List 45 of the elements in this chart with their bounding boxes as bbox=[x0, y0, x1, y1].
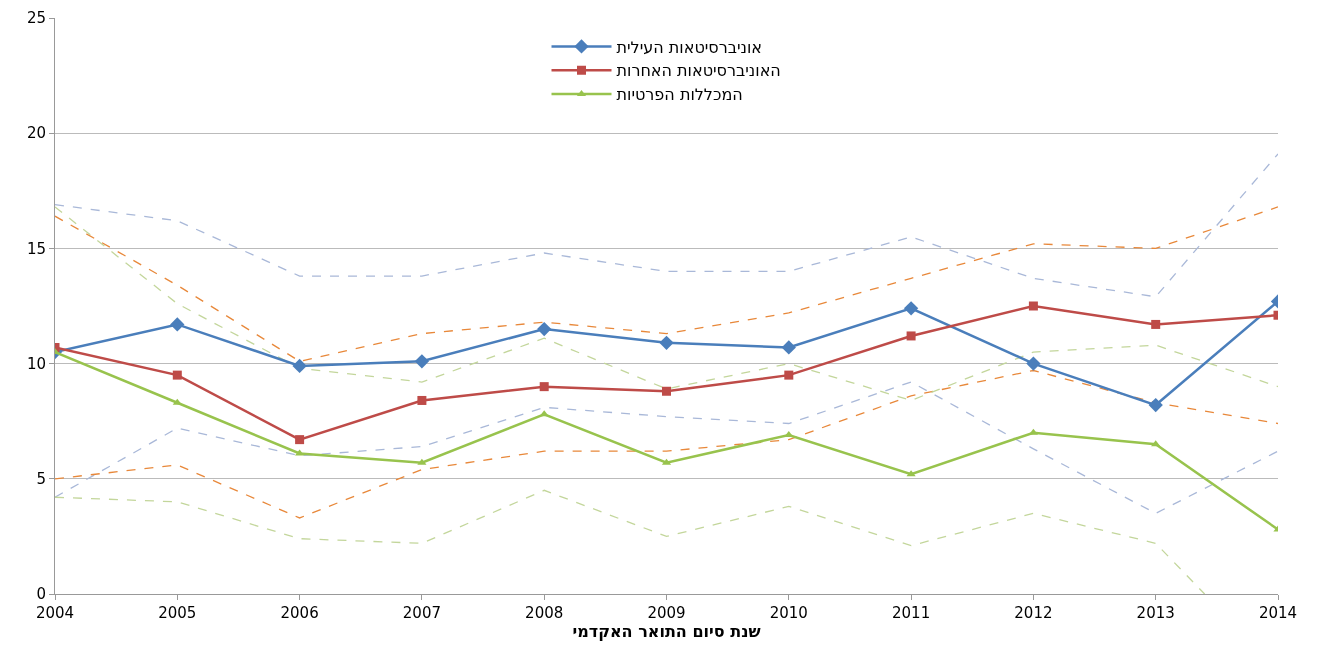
x-axis-title: שנת סיום התואר האקדמי bbox=[572, 622, 761, 641]
y-tick-label: 20 bbox=[26, 124, 46, 143]
point bbox=[292, 358, 307, 374]
x-tick-label: 2007 bbox=[402, 604, 441, 622]
point bbox=[906, 331, 916, 341]
line-series bbox=[55, 489, 1206, 594]
x-tick-label: 2006 bbox=[280, 604, 319, 622]
x-tick-label: 2009 bbox=[647, 604, 686, 622]
x-tick-label: 2010 bbox=[769, 604, 808, 622]
line-series bbox=[55, 153, 1278, 298]
point bbox=[172, 370, 182, 380]
y-tick-label: 25 bbox=[26, 9, 46, 28]
point bbox=[903, 301, 919, 316]
point bbox=[784, 370, 794, 380]
x-tick-label: 2014 bbox=[1258, 604, 1298, 622]
point bbox=[172, 398, 182, 405]
point bbox=[1026, 356, 1041, 371]
x-tick-label: 2012 bbox=[1014, 604, 1053, 622]
point bbox=[417, 458, 427, 465]
point bbox=[659, 335, 674, 351]
y-tick-label: 15 bbox=[26, 239, 46, 258]
x-tick-label: 2005 bbox=[158, 604, 197, 622]
point bbox=[539, 382, 549, 392]
x-tick-label: 2013 bbox=[1136, 604, 1175, 622]
point bbox=[170, 317, 185, 332]
point bbox=[414, 354, 430, 369]
legend-label: אוניברסיטאות העילית bbox=[616, 37, 763, 57]
point bbox=[1151, 319, 1161, 329]
y-tick-label: 0 bbox=[36, 585, 46, 604]
y-tick-label: 10 bbox=[26, 354, 46, 373]
legend-label: האוניברסיטאות האחרות bbox=[616, 61, 781, 81]
point bbox=[295, 435, 305, 445]
x-tick-label: 2011 bbox=[892, 604, 931, 622]
point bbox=[537, 321, 552, 337]
point bbox=[662, 386, 671, 396]
point bbox=[417, 395, 427, 405]
line-series bbox=[55, 206, 1278, 402]
x-tick-label: 2004 bbox=[35, 604, 75, 622]
y-tick-label: 5 bbox=[36, 470, 46, 489]
point bbox=[781, 340, 796, 355]
point bbox=[1148, 397, 1163, 413]
legend-label: המכללות הפרטיות bbox=[616, 85, 743, 105]
point bbox=[1151, 440, 1161, 447]
point bbox=[1028, 301, 1038, 311]
x-tick-label: 2008 bbox=[525, 604, 564, 622]
